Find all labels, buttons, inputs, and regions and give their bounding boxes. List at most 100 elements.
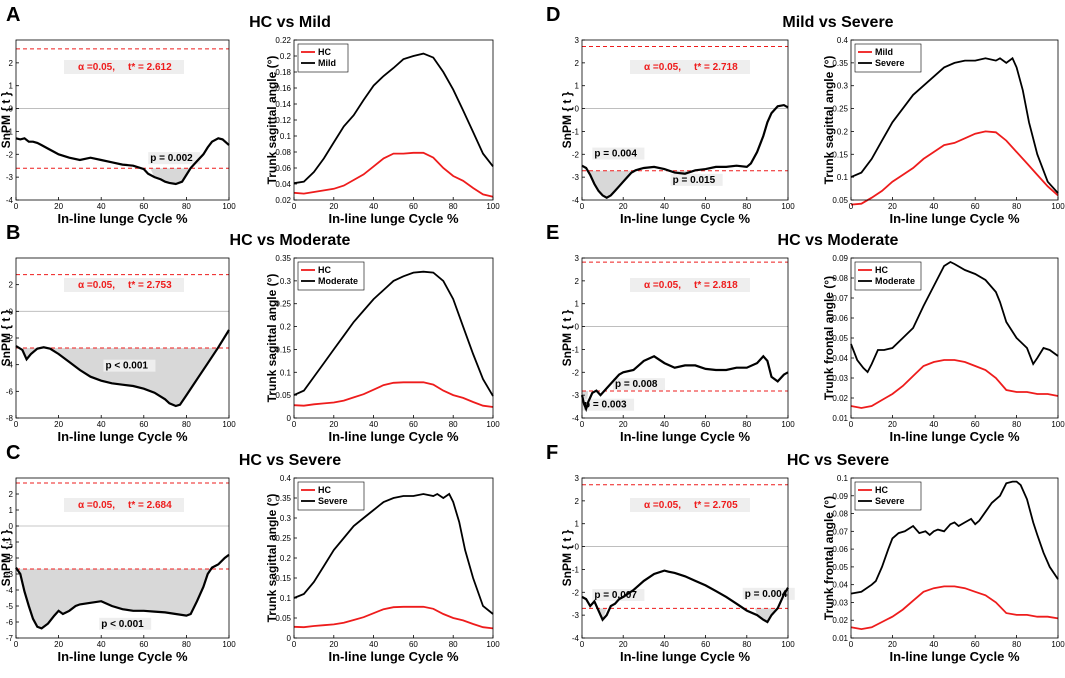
x-tick-label: 100 [781, 640, 795, 649]
y-tick-label: 0 [9, 522, 14, 531]
x-tick-label: 20 [619, 420, 628, 429]
x-axis-label: In-line lunge Cycle % [889, 649, 1019, 664]
suprathreshold-cluster [598, 608, 607, 620]
x-tick-label: 60 [971, 420, 980, 429]
legend-label: Mild [318, 58, 336, 68]
alpha-label: α =0.05, [78, 500, 115, 511]
panel-title-b: HC vs Moderate [230, 232, 351, 249]
x-tick-label: 20 [54, 640, 63, 649]
x-tick-label: 20 [888, 202, 897, 211]
x-axis-label: In-line lunge Cycle % [620, 211, 750, 226]
x-tick-label: 0 [292, 640, 297, 649]
legend-box [297, 261, 365, 291]
y-tick-label: 0.05 [832, 334, 848, 343]
x-tick-label: 100 [781, 202, 795, 211]
x-tick-label: 0 [849, 420, 854, 429]
y-tick-label: 0.08 [832, 510, 848, 519]
y-tick-label: 0.14 [275, 100, 291, 109]
p-value-label: p = 0.007 [594, 590, 637, 601]
x-tick-label: 60 [701, 420, 710, 429]
y-tick-label: 0.02 [275, 196, 291, 205]
y-tick-label: 0 [575, 323, 580, 332]
y-tick-label: -4 [572, 414, 580, 423]
y-tick-label: -2 [572, 150, 580, 159]
y-tick-label: 0.05 [275, 391, 291, 400]
x-tick-label: 0 [14, 420, 19, 429]
y-tick-label: -1 [572, 565, 580, 574]
y-tick-label: 0.25 [275, 534, 291, 543]
panel-letter-d: D [546, 4, 560, 26]
x-tick-label: 100 [486, 420, 500, 429]
x-tick-label: 60 [701, 640, 710, 649]
x-tick-label: 20 [54, 202, 63, 211]
y-tick-label: -3 [6, 570, 14, 579]
y-tick-label: 2 [575, 277, 580, 286]
suprathreshold-cluster [150, 168, 195, 184]
y-tick-label: -2 [572, 588, 580, 597]
x-tick-label: 60 [139, 202, 148, 211]
critical-label-box [64, 498, 184, 512]
x-tick-label: 0 [14, 202, 19, 211]
y-axis-label: Trunk frontal angle (°) [822, 496, 836, 620]
suprathreshold-cluster [755, 608, 776, 622]
y-tick-label: 0.2 [280, 323, 292, 332]
y-tick-label: 0.09 [832, 492, 848, 501]
y-tick-label: -3 [572, 173, 580, 182]
y-tick-label: 0 [575, 105, 580, 114]
x-axis-label: In-line lunge Cycle % [620, 429, 750, 444]
y-tick-label: 0.18 [275, 68, 291, 77]
critical-label-box [630, 498, 750, 512]
y-tick-label: 0.05 [832, 563, 848, 572]
y-tick-label: 3 [575, 254, 580, 263]
y-tick-label: 0.3 [280, 277, 292, 286]
x-tick-label: 40 [97, 202, 106, 211]
series-line-hc [850, 585, 1059, 631]
y-tick-label: 0.2 [837, 127, 849, 136]
x-tick-label: 80 [182, 420, 191, 429]
x-tick-label: 60 [409, 202, 418, 211]
y-tick-label: -4 [6, 586, 14, 595]
y-tick-label: 0 [287, 634, 292, 643]
p-value-label: p < 0.001 [101, 619, 144, 630]
critical-label-box [64, 278, 184, 292]
x-tick-label: 100 [486, 640, 500, 649]
x-tick-label: 20 [619, 640, 628, 649]
legend-label: Moderate [875, 276, 915, 286]
x-axis-label: In-line lunge Cycle % [57, 211, 187, 226]
y-tick-label: -2 [6, 334, 14, 343]
legend-box [854, 481, 922, 511]
panel-letter-c: C [6, 442, 20, 464]
axes-box [850, 39, 1059, 201]
y-axis-label: SnPM { t } [560, 309, 574, 366]
y-tick-label: -4 [6, 196, 14, 205]
x-tick-label: 0 [580, 202, 585, 211]
y-tick-label: 0.04 [832, 581, 848, 590]
legend-box [297, 43, 349, 73]
x-axis-label: In-line lunge Cycle % [328, 429, 458, 444]
y-tick-label: 0.15 [275, 345, 291, 354]
alpha-label: α =0.05, [78, 280, 115, 291]
x-tick-label: 100 [486, 202, 500, 211]
x-tick-label: 80 [742, 420, 751, 429]
alpha-label: α =0.05, [78, 62, 115, 73]
suprathreshold-cluster [586, 170, 632, 198]
snpm-t-curve [15, 137, 230, 186]
y-tick-label: 0 [9, 105, 14, 114]
x-tick-label: 40 [97, 420, 106, 429]
y-tick-label: 0 [575, 543, 580, 552]
y-tick-label: -6 [6, 618, 14, 627]
x-tick-label: 60 [409, 420, 418, 429]
alpha-label: α =0.05, [644, 62, 681, 73]
x-tick-label: 60 [409, 640, 418, 649]
x-tick-label: 100 [781, 420, 795, 429]
snpm-t-curve [580, 354, 789, 413]
x-tick-label: 80 [449, 420, 458, 429]
critical-t-label: t* = 2.753 [128, 280, 172, 291]
alpha-label: α =0.05, [644, 280, 681, 291]
x-tick-label: 20 [329, 640, 338, 649]
